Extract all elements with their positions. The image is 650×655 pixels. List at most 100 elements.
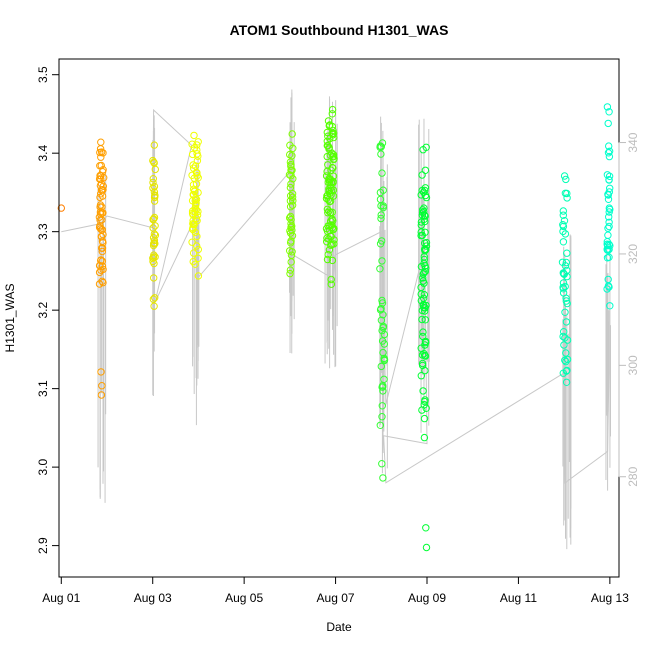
data-point: [561, 356, 569, 364]
data-point: [559, 283, 567, 292]
data-point: [604, 224, 612, 232]
data-point: [377, 214, 385, 223]
data-point: [605, 152, 614, 161]
data-point: [563, 249, 571, 257]
data-point: [562, 378, 571, 386]
data-point: [151, 222, 159, 230]
data-point: [562, 318, 571, 326]
data-point: [323, 191, 332, 200]
data-point: [377, 211, 385, 219]
data-point: [193, 146, 201, 154]
data-point: [193, 150, 201, 158]
data-point: [193, 242, 201, 250]
data-point: [323, 238, 331, 246]
data-point: [98, 382, 106, 390]
data-point: [605, 283, 613, 291]
data-point: [376, 265, 384, 273]
data-point: [193, 232, 201, 241]
data-point: [418, 359, 427, 368]
data-point: [328, 110, 336, 118]
data-point: [605, 213, 613, 221]
data-point: [421, 262, 429, 270]
data-point: [327, 275, 335, 284]
data-point: [379, 202, 387, 210]
data-point: [378, 296, 386, 305]
data-point: [417, 231, 425, 240]
data-point: [329, 126, 337, 135]
x-tick-label: Aug 01: [42, 591, 80, 605]
data-point: [329, 178, 337, 187]
data-point: [563, 189, 571, 198]
data-point: [420, 291, 428, 299]
data-point: [327, 280, 335, 288]
data-point: [150, 158, 158, 166]
y2-tick-label: 280: [626, 466, 640, 486]
data-point: [605, 176, 613, 184]
data-point: [422, 242, 431, 250]
data-point: [96, 171, 104, 180]
data-point: [422, 543, 431, 552]
data-point: [323, 137, 331, 146]
data-point: [561, 230, 570, 238]
data-point: [96, 162, 104, 170]
data-point: [422, 238, 431, 247]
data-point: [287, 192, 295, 200]
data-point: [379, 474, 387, 482]
data-point: [560, 341, 568, 349]
data-point: [417, 372, 425, 380]
data-point: [287, 237, 295, 245]
data-point: [604, 231, 612, 239]
data-point: [380, 330, 389, 339]
data-point: [421, 396, 429, 404]
data-point: [98, 277, 106, 285]
data-point: [605, 172, 614, 181]
data-point: [379, 387, 387, 395]
y-tick-label: 3.2: [36, 301, 50, 318]
data-point: [151, 191, 159, 199]
data-point: [151, 231, 160, 240]
data-point: [323, 167, 331, 176]
data-point: [421, 217, 429, 226]
data-point: [328, 163, 337, 172]
data-point: [563, 336, 572, 344]
data-point: [285, 171, 294, 179]
data-point: [561, 308, 569, 316]
data-point: [192, 199, 200, 207]
data-point: [149, 234, 158, 242]
data-point: [421, 191, 430, 200]
x-axis-label: Date: [326, 620, 352, 634]
data-point: [422, 524, 430, 532]
data-point: [421, 267, 429, 276]
data-point: [286, 203, 295, 211]
data-point: [604, 119, 612, 128]
data-point: [150, 193, 159, 202]
data-point: [603, 241, 612, 250]
x-tick-label: Aug 07: [317, 591, 355, 605]
data-point: [189, 224, 197, 232]
y-tick-label: 3.3: [36, 223, 50, 240]
data-point: [328, 215, 336, 224]
data-point: [604, 195, 613, 204]
x-tick-label: Aug 13: [591, 591, 629, 605]
data-point: [150, 141, 159, 149]
data-point: [419, 294, 428, 302]
data-point: [559, 269, 567, 277]
data-point: [194, 245, 203, 254]
data-point: [151, 165, 160, 174]
data-point: [287, 258, 295, 266]
data-point: [330, 236, 338, 244]
data-point: [559, 332, 567, 341]
data-point: [559, 369, 567, 377]
data-point: [95, 213, 104, 221]
data-point: [419, 274, 427, 282]
secondary-y-axis: 280 300 320 340: [618, 132, 640, 487]
data-point: [417, 262, 426, 271]
data-point: [559, 238, 568, 246]
y-tick-label: 2.9: [36, 537, 50, 554]
data-point: [149, 257, 157, 266]
data-point: [324, 117, 333, 125]
data-point: [191, 208, 199, 216]
data-point: [559, 279, 568, 287]
data-point: [421, 351, 429, 360]
data-point: [98, 244, 106, 252]
